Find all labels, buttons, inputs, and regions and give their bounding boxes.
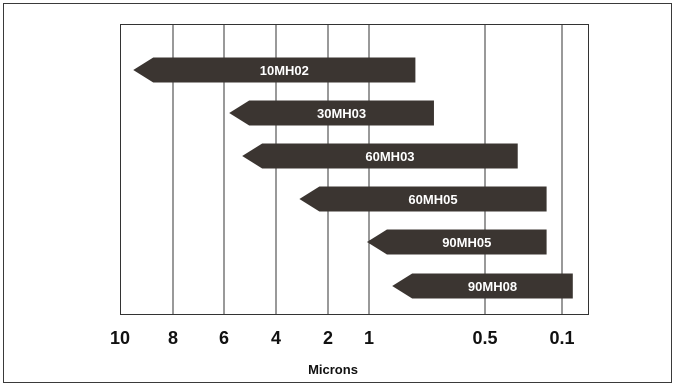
- x-tick-label: 1: [363, 328, 375, 348]
- range-bar-shape: [392, 273, 573, 299]
- range-bar-shape: [299, 186, 547, 212]
- x-tick-label: 10: [109, 328, 131, 348]
- range-bar: 60MH05: [299, 186, 547, 212]
- x-tick-label: 0.1: [549, 328, 575, 348]
- range-bar-shape: [229, 100, 434, 126]
- range-bar-shape: [242, 143, 518, 169]
- x-tick-label: 8: [167, 328, 179, 348]
- range-bar: 10MH02: [133, 57, 416, 83]
- x-tick-label: 6: [218, 328, 230, 348]
- range-bar-label: 60MH03: [365, 149, 414, 164]
- x-tick-label: 4: [270, 328, 282, 348]
- range-bar: 60MH03: [242, 143, 518, 169]
- x-tick-label: 0.5: [472, 328, 498, 348]
- range-bar-label: 10MH02: [260, 63, 309, 78]
- chart-frame: [3, 3, 672, 383]
- x-axis-label: Microns: [308, 362, 358, 377]
- range-bar-label: 90MH08: [468, 279, 517, 294]
- range-bar-label: 30MH03: [317, 106, 366, 121]
- range-bar: 90MH05: [366, 229, 547, 255]
- range-bar-label: 90MH05: [442, 235, 491, 250]
- range-bar: 30MH03: [229, 100, 434, 126]
- x-tick-label: 2: [322, 328, 334, 348]
- range-bar-shape: [366, 229, 547, 255]
- plot-area: [120, 24, 589, 315]
- range-bar: 90MH08: [392, 273, 573, 299]
- range-bar-label: 60MH05: [408, 192, 457, 207]
- range-bar-shape: [133, 57, 416, 83]
